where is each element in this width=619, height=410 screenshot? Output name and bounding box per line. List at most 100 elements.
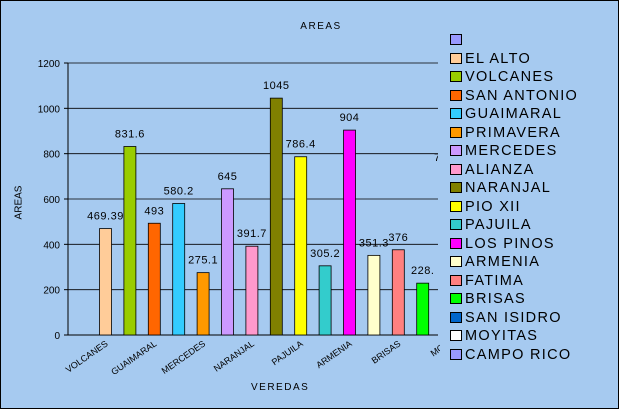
y-tick-label: 800 [43, 150, 60, 161]
data-label: 786.4 [286, 139, 316, 151]
data-label: 1045 [263, 80, 289, 92]
legend-item: EL ALTO [450, 50, 619, 69]
legend-swatch [450, 145, 462, 156]
y-tick-label: 600 [43, 195, 60, 206]
legend-swatch [450, 293, 462, 304]
legend-label: FATIMA [465, 272, 525, 289]
legend-swatch [450, 219, 462, 230]
legend-label: EL ALTO [465, 50, 532, 67]
legend-item: ALIANZA [450, 161, 619, 180]
legend-label: ARMENIA [465, 254, 541, 270]
legend-label: SAN ISIDRO [465, 309, 562, 326]
legend-swatch [450, 71, 462, 82]
bar [318, 265, 332, 336]
legend-item: LOS PINOS [450, 235, 619, 254]
data-label: 351.3 [359, 237, 389, 249]
data-label: 904 [340, 112, 360, 124]
legend-label: PAJUILA [465, 217, 532, 233]
data-label: 831.6 [115, 129, 145, 141]
bar [123, 146, 137, 336]
legend-swatch [450, 200, 462, 212]
data-label: 376 [388, 232, 408, 244]
bar [343, 129, 356, 336]
legend-label: BRISAS [465, 291, 526, 307]
x-tick-label: GUAIMARAL [109, 338, 158, 377]
legend-swatch [450, 163, 462, 175]
legend-label: VOLCANES [465, 69, 555, 85]
legend-item: SAN ANTONIO [450, 87, 619, 106]
legend-item: NARANJAL [450, 179, 619, 198]
legend-swatch [450, 108, 462, 119]
y-tick-label: 400 [43, 240, 60, 251]
bar [416, 282, 430, 336]
x-tick-label: MERCEDES [160, 338, 208, 375]
legend-swatch [450, 126, 462, 138]
legend-label: MOYITAS [465, 328, 539, 344]
legend-label: CAMPO RICO [465, 346, 572, 363]
bar [367, 254, 381, 336]
bar [269, 97, 283, 336]
legend-swatch [450, 348, 462, 360]
legend-item: BRISAS [450, 290, 619, 309]
data-label: 228. [411, 265, 434, 277]
x-tick-label: BRISAS [370, 338, 403, 365]
legend: EL ALTO VOLCANES SAN ANTONIO GUAIMARAL PRIMA… [450, 31, 619, 364]
legend-item: MOYITAS [450, 327, 619, 346]
legend-swatch [450, 311, 462, 323]
x-tick-label: MOY [429, 338, 452, 358]
x-axis-label: VEREDAS [251, 382, 310, 393]
legend-swatch [450, 182, 462, 193]
data-label-partial: 7 [434, 152, 440, 164]
bar [221, 188, 234, 336]
x-tick-labels: VOLCANES GUAIMARAL MERCEDES NARANJAL PAJUILA… [64, 338, 452, 377]
data-label: 469.39 [87, 211, 124, 223]
legend-label: ALIANZA [465, 161, 535, 178]
y-tick-label: 1000 [38, 104, 61, 115]
bar [172, 203, 186, 336]
y-tick-label: 200 [43, 286, 60, 297]
legend-item: PRIMAVERA [450, 124, 619, 143]
legend-item [450, 31, 619, 50]
bar [147, 222, 161, 336]
legend-item: GUAIMARAL [450, 105, 619, 124]
data-label: 580.2 [164, 185, 194, 197]
bar [294, 156, 308, 336]
data-label: 305.2 [310, 248, 340, 260]
legend-item: PAJUILA [450, 216, 619, 235]
legend-swatch [450, 89, 462, 101]
legend-swatch [450, 52, 462, 64]
legend-swatch [450, 237, 462, 249]
legend-label: PRIMAVERA [465, 124, 562, 141]
legend-label: GUAIMARAL [465, 106, 563, 122]
x-tick-label: NARANJAL [212, 338, 256, 373]
bar [196, 272, 210, 336]
y-tick-label: 1200 [38, 59, 61, 70]
y-tick-label: 0 [54, 331, 60, 342]
data-label: 391.7 [237, 228, 267, 240]
legend-swatch [450, 34, 462, 45]
legend-item: MERCEDES [450, 142, 619, 161]
data-label: 493 [144, 205, 164, 217]
legend-item: PIO XII [450, 198, 619, 217]
data-label: 275.1 [188, 255, 218, 267]
x-tick-label: ARMENIA [314, 338, 353, 370]
data-label: 645 [218, 171, 238, 183]
legend-label: PIO XII [465, 198, 521, 215]
chart-title: AREAS [300, 21, 342, 32]
legend-label: NARANJAL [465, 180, 552, 196]
x-tick-label: PAJUILA [270, 338, 305, 367]
legend-label: SAN ANTONIO [465, 87, 579, 104]
bar [99, 228, 112, 336]
legend-item: ARMENIA [450, 253, 619, 272]
bar [391, 249, 405, 336]
legend-item: CAMPO RICO [450, 346, 619, 365]
legend-label: MERCEDES [465, 143, 558, 159]
legend-swatch [450, 274, 462, 286]
legend-swatch [450, 256, 462, 267]
legend-item: FATIMA [450, 272, 619, 291]
bar [245, 245, 259, 336]
legend-item: SAN ISIDRO [450, 309, 619, 328]
